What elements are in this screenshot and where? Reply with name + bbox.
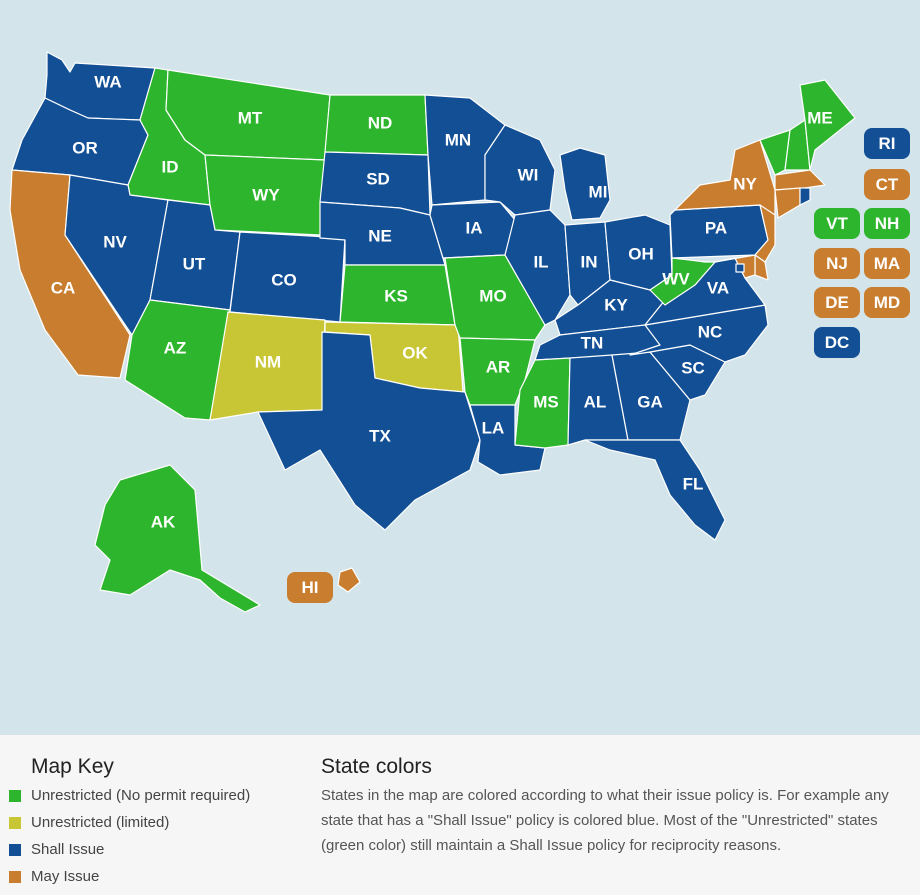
badge-MD[interactable]: MD <box>864 287 910 318</box>
legend-label-limited: Unrestricted (limited) <box>31 814 170 831</box>
state-PA[interactable] <box>669 204 769 259</box>
legend-panel: Map Key Unrestricted (No permit required… <box>0 735 920 895</box>
badge-VT[interactable]: VT <box>814 208 860 239</box>
state-MA[interactable] <box>774 169 826 191</box>
badge-DE[interactable]: DE <box>814 287 860 318</box>
us-state-map: WA OR CA ID NV MT WY UT AZ CO NM ND SD NE KS OK TX MN IA MO… <box>9 51 856 613</box>
state-AK[interactable] <box>94 464 261 613</box>
legend-label-may: May Issue <box>31 868 100 885</box>
state-DC[interactable] <box>735 263 745 273</box>
state-MI[interactable] <box>559 147 611 221</box>
state-colors-title: State colors <box>321 755 432 778</box>
state-MD[interactable] <box>714 254 756 279</box>
badge-DC[interactable]: DC <box>814 327 860 358</box>
state-HI[interactable] <box>337 567 361 593</box>
badge-MA[interactable]: MA <box>864 248 910 279</box>
state-FL[interactable] <box>584 439 726 541</box>
legend-item-unrestricted: Unrestricted (No permit required) <box>9 787 250 804</box>
swatch-limited <box>9 816 21 829</box>
swatch-may <box>9 870 21 883</box>
state-WY[interactable] <box>204 154 326 236</box>
swatch-unrestricted <box>9 789 21 802</box>
state-ND[interactable] <box>324 94 429 156</box>
state-RI[interactable] <box>799 187 811 206</box>
state-CO[interactable] <box>229 231 346 323</box>
legend-label-shall: Shall Issue <box>31 841 105 858</box>
legend-item-limited: Unrestricted (limited) <box>9 814 169 831</box>
badge-NJ[interactable]: NJ <box>814 248 860 279</box>
state-OH[interactable] <box>604 214 673 291</box>
legend-label-unrestricted: Unrestricted (No permit required) <box>31 787 251 804</box>
state-ME[interactable] <box>799 79 856 171</box>
badge-NH[interactable]: NH <box>864 208 910 239</box>
map-key-title: Map Key <box>31 755 114 778</box>
state-colors-description: States in the map are colored according … <box>321 787 889 854</box>
legend-item-shall: Shall Issue <box>9 841 104 858</box>
state-WV[interactable] <box>649 257 716 306</box>
state-NC[interactable] <box>629 304 769 363</box>
swatch-shall <box>9 843 21 856</box>
badge-HI[interactable]: HI <box>287 572 333 603</box>
badge-RI[interactable]: RI <box>864 128 910 159</box>
state-IA[interactable] <box>429 201 516 259</box>
state-LA[interactable] <box>469 404 546 476</box>
badge-CT[interactable]: CT <box>864 169 910 200</box>
state-TX[interactable] <box>257 331 481 531</box>
legend-item-may: May Issue <box>9 868 99 885</box>
state-KS[interactable] <box>339 264 456 326</box>
state-NM[interactable] <box>209 311 326 421</box>
